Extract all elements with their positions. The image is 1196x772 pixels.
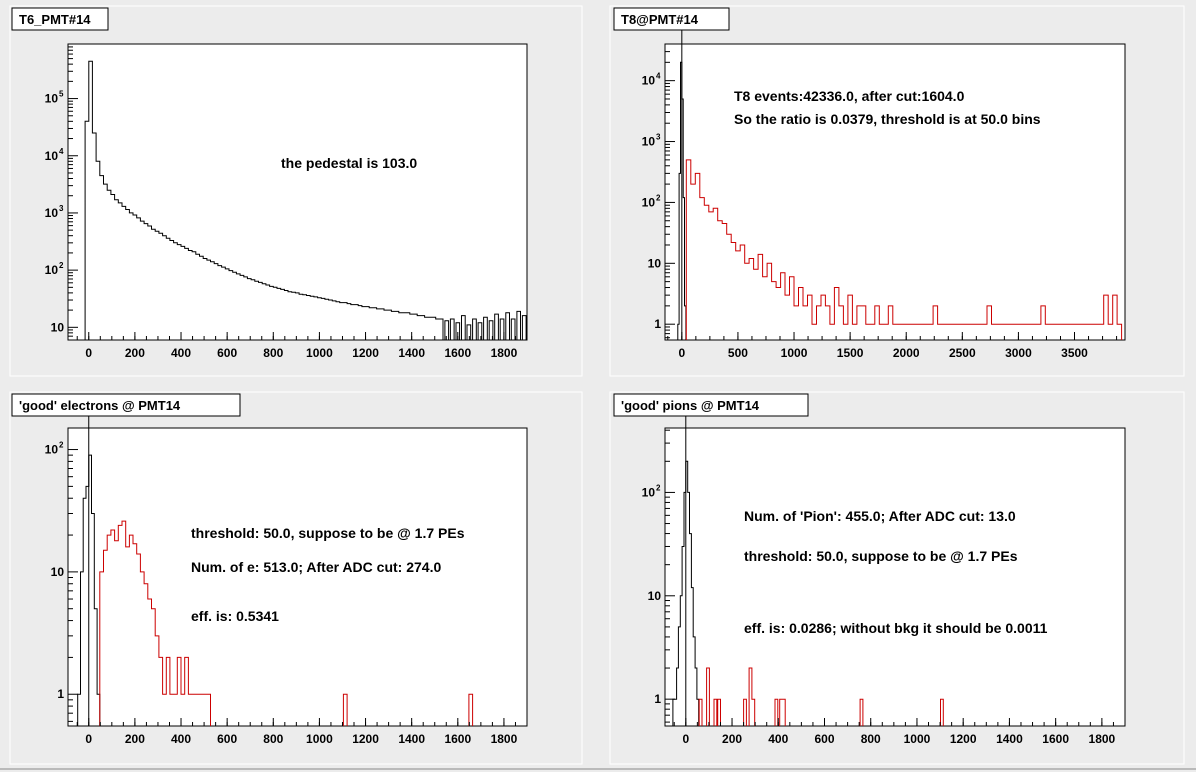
pad-title: T8@PMT#14	[621, 12, 699, 27]
x-tick-label: 0	[682, 732, 689, 746]
y-tick-exponent: 2	[59, 441, 64, 450]
x-tick-label: 0	[678, 346, 685, 360]
y-tick-label: 10	[45, 149, 59, 163]
x-tick-label: 3000	[1005, 346, 1032, 360]
x-tick-label: 2500	[949, 346, 976, 360]
pad-title-box	[11, 7, 109, 31]
annotation-num-e: Num. of e: 513.0; After ADC cut: 274.0	[191, 559, 441, 575]
x-tick-label: 1000	[904, 732, 931, 746]
x-tick-label: 600	[217, 732, 237, 746]
y-tick-label: 10	[648, 589, 662, 603]
x-tick-label: 1600	[1042, 732, 1069, 746]
x-tick-label: 500	[728, 346, 748, 360]
x-tick-label: 400	[768, 732, 788, 746]
x-tick-label: 1600	[444, 732, 471, 746]
y-tick-exponent: 3	[59, 204, 64, 213]
y-tick-label: 10	[51, 320, 65, 334]
y-tick-label: 1	[654, 317, 661, 331]
y-tick-label: 10	[648, 256, 662, 270]
y-tick-exponent: 5	[59, 90, 64, 99]
x-tick-label: 600	[814, 732, 834, 746]
y-tick-exponent: 2	[656, 193, 661, 202]
x-tick-label: 800	[263, 732, 283, 746]
annotation-threshold: threshold: 50.0, suppose to be @ 1.7 PEs	[744, 548, 1018, 564]
annotation-eff: eff. is: 0.5341	[191, 608, 279, 624]
x-tick-label: 1800	[491, 732, 518, 746]
y-tick-label: 1	[57, 687, 64, 701]
x-tick-label: 1800	[1089, 732, 1116, 746]
histogram-series-1	[698, 667, 944, 726]
annotation-ratio: So the ratio is 0.0379, threshold is at …	[734, 111, 1041, 127]
pad-title: 'good' electrons @ PMT14	[19, 398, 181, 413]
annotation-threshold: threshold: 50.0, suppose to be @ 1.7 PEs	[191, 525, 465, 541]
x-tick-label: 200	[125, 346, 145, 360]
y-tick-label: 10	[45, 92, 59, 106]
x-tick-label: 2000	[893, 346, 920, 360]
histogram-series-0	[84, 60, 527, 340]
x-tick-label: 1200	[352, 732, 379, 746]
x-tick-label: 1200	[352, 346, 379, 360]
y-tick-label: 10	[642, 135, 656, 149]
y-tick-exponent: 3	[656, 133, 661, 142]
annotation-pedestal: the pedestal is 103.0	[281, 155, 417, 171]
plot-frame	[67, 427, 528, 727]
y-tick-label: 10	[45, 206, 59, 220]
y-tick-exponent: 2	[656, 483, 661, 492]
x-tick-label: 1800	[491, 346, 518, 360]
annotation-num-pion: Num. of 'Pion': 455.0; After ADC cut: 13…	[744, 508, 1016, 524]
pad-title: 'good' pions @ PMT14	[621, 398, 760, 413]
x-tick-label: 1500	[837, 346, 864, 360]
x-tick-label: 200	[722, 732, 742, 746]
x-tick-label: 600	[217, 346, 237, 360]
histogram-series-1	[685, 159, 1123, 340]
plot-frame	[67, 43, 528, 341]
x-tick-label: 0	[85, 732, 92, 746]
x-tick-label: 1600	[444, 346, 471, 360]
histogram-series-1	[99, 520, 474, 726]
y-tick-label: 1	[654, 692, 661, 706]
y-tick-exponent: 2	[59, 261, 64, 270]
x-tick-label: 800	[263, 346, 283, 360]
plot-frame	[664, 427, 1126, 727]
x-tick-label: 1400	[398, 346, 425, 360]
x-tick-label: 3500	[1061, 346, 1088, 360]
x-tick-label: 0	[85, 346, 92, 360]
x-tick-label: 800	[861, 732, 881, 746]
y-tick-label: 10	[45, 263, 59, 277]
y-tick-label: 10	[51, 565, 65, 579]
x-tick-label: 1000	[781, 346, 808, 360]
y-tick-exponent: 4	[656, 72, 661, 81]
y-tick-label: 10	[642, 74, 656, 88]
x-tick-label: 400	[171, 346, 191, 360]
x-tick-label: 1400	[996, 732, 1023, 746]
x-tick-label: 1200	[950, 732, 977, 746]
y-tick-exponent: 4	[59, 147, 64, 156]
x-tick-label: 1000	[306, 346, 333, 360]
y-tick-label: 10	[642, 195, 656, 209]
x-tick-label: 1000	[306, 732, 333, 746]
x-tick-label: 400	[171, 732, 191, 746]
x-tick-label: 1400	[398, 732, 425, 746]
plot-frame	[664, 43, 1126, 341]
annotation-eff: eff. is: 0.0286; without bkg it should b…	[744, 620, 1048, 636]
y-tick-label: 10	[642, 485, 656, 499]
y-tick-label: 10	[45, 443, 59, 457]
pad-title-box	[613, 393, 809, 417]
pad-title: T6_PMT#14	[19, 12, 91, 27]
pad-title-box	[11, 393, 241, 417]
pad-title-box	[613, 7, 730, 31]
annotation-events: T8 events:42336.0, after cut:1604.0	[734, 88, 965, 104]
x-tick-label: 200	[125, 732, 145, 746]
